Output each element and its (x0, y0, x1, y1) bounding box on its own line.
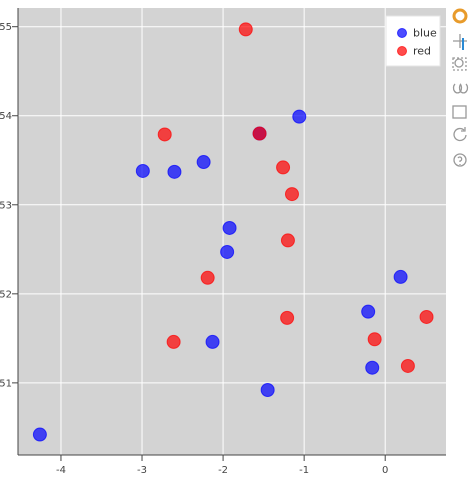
point (166, 334, 181, 349)
x-tick-label: -1 (299, 465, 309, 476)
point (280, 233, 295, 248)
bokeh-logo[interactable] (452, 8, 468, 24)
point (252, 126, 267, 141)
point (284, 187, 299, 202)
marks (32, 22, 434, 442)
point (222, 220, 237, 235)
y-tick-label: 52 (0, 289, 12, 300)
x-tick-label: -3 (137, 465, 147, 476)
wheel-zoom-tool[interactable] (452, 83, 469, 94)
point (238, 22, 253, 37)
y-tick-label: 55 (0, 22, 12, 33)
point (367, 332, 382, 347)
legend-label: blue (413, 27, 437, 40)
point (280, 310, 295, 325)
toolbar (452, 8, 469, 167)
help-tool[interactable] (453, 153, 467, 167)
point (167, 164, 182, 179)
point (157, 127, 172, 142)
box-zoom-tool[interactable] (452, 57, 467, 71)
point (361, 304, 376, 319)
x-tick-label: -4 (56, 465, 66, 476)
point (365, 360, 380, 375)
point (205, 334, 220, 349)
legend-marker (397, 46, 407, 56)
point (400, 358, 415, 373)
point (260, 382, 275, 397)
legend-box (385, 15, 441, 67)
point (220, 244, 235, 259)
help-icon (457, 156, 463, 165)
point (292, 109, 307, 124)
point (196, 155, 211, 170)
point (419, 309, 434, 324)
x-tick-label: -2 (218, 465, 228, 476)
box-zoom-lens (454, 58, 464, 68)
point (393, 269, 408, 284)
y-tick-label: 54 (0, 111, 12, 122)
pan-tool[interactable] (453, 34, 467, 48)
point (32, 427, 47, 442)
y-tick-label: 51 (0, 378, 12, 389)
reset-tool[interactable] (453, 127, 467, 142)
legend-label: red (413, 45, 431, 58)
y-tick-label: 53 (0, 200, 12, 211)
point (276, 160, 291, 175)
point (135, 163, 150, 178)
legend: blue red (385, 15, 441, 67)
x-tick-label: 0 (382, 465, 388, 476)
legend-marker (397, 28, 407, 38)
save-tool[interactable] (452, 105, 467, 119)
point (200, 270, 215, 285)
